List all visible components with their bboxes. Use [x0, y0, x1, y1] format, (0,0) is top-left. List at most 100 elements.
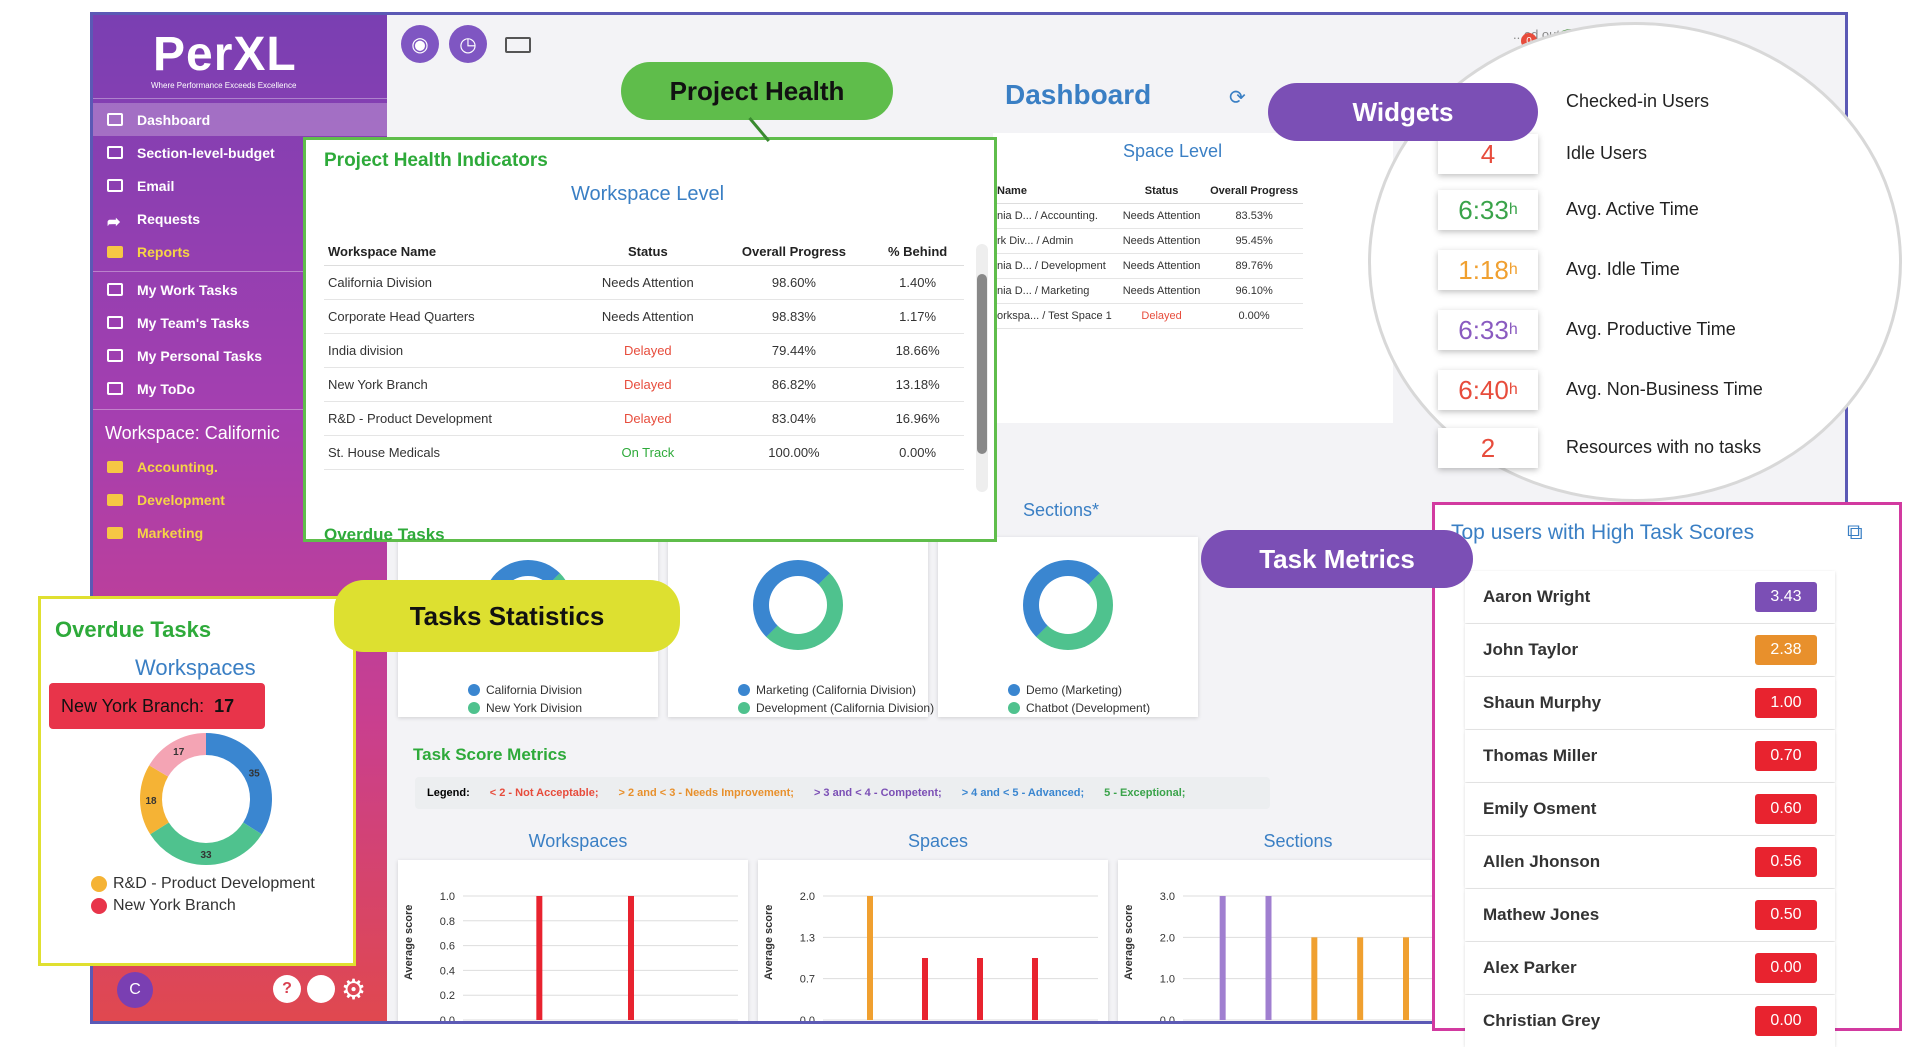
legend-item[interactable]: Chatbot (Development) — [1008, 701, 1150, 715]
y-axis-label: Average score — [403, 905, 415, 980]
bar[interactable] — [1219, 896, 1226, 1020]
table-cell: 98.83% — [716, 299, 872, 334]
help-icon[interactable]: ? — [273, 975, 301, 1003]
bar[interactable] — [922, 958, 928, 1020]
legend-item[interactable]: New York Branch — [91, 897, 315, 915]
sidebar-item-marketing[interactable]: Marketing — [93, 516, 387, 549]
eye-icon[interactable]: ◉ — [401, 25, 439, 63]
table-row[interactable]: India division Delayed 79.44% 18.66% — [324, 333, 964, 368]
user-row[interactable]: Mathew Jones 0.50 — [1465, 889, 1835, 941]
col-header: Overall Progress — [1205, 179, 1303, 204]
col-header: Workspace Name — [324, 238, 579, 266]
legend-item[interactable]: Demo (Marketing) — [1008, 683, 1150, 697]
pie-chart-icon[interactable] — [307, 975, 335, 1003]
legend-item[interactable]: Marketing (California Division) — [738, 683, 934, 697]
user-row[interactable]: Thomas Miller 0.70 — [1465, 730, 1835, 782]
widget-number: 1:18 — [1458, 254, 1509, 285]
tick-label: 1.3 — [800, 932, 815, 944]
donut-chart[interactable] — [1023, 560, 1113, 650]
table-row[interactable]: orkspa... / Test Space 1 Delayed 0.00% — [993, 303, 1303, 329]
space-level-panel: Space Level Name Status Overall Progress… — [993, 133, 1393, 423]
table-row[interactable]: nia D... / Marketing Needs Attention 96.10… — [993, 278, 1303, 304]
user-name: Christian Grey — [1483, 1011, 1601, 1030]
bar[interactable] — [628, 896, 634, 1020]
gear-icon[interactable]: ⚙ — [341, 974, 367, 1005]
sidebar-item-email[interactable]: Email — [93, 169, 387, 202]
bar[interactable] — [1357, 937, 1364, 1020]
bar[interactable] — [1265, 896, 1272, 1020]
scrollbar-thumb[interactable] — [977, 274, 987, 454]
folder-icon — [107, 526, 123, 539]
bar[interactable] — [1311, 937, 1318, 1020]
table-row[interactable]: California Division Needs Attention 98.60%… — [324, 265, 964, 300]
refresh-icon[interactable]: ⟳ — [1229, 87, 1246, 109]
table-row[interactable]: New York Branch Delayed 86.82% 13.18% — [324, 367, 964, 402]
app-logo[interactable]: PerXL — [153, 28, 297, 81]
callout-tasks-statistics: Tasks Statistics — [334, 580, 680, 652]
user-row[interactable]: Alex Parker 0.00 — [1465, 942, 1835, 994]
space-level-title: Space Level — [1123, 141, 1223, 161]
bar[interactable] — [977, 958, 983, 1020]
donut-segment[interactable] — [149, 733, 207, 778]
user-row[interactable]: John Taylor 2.38 — [1465, 624, 1835, 676]
legend-item[interactable]: Development (California Division) — [738, 701, 934, 715]
project-health-title: Project Health Indicators — [324, 150, 548, 171]
legend-item[interactable]: California Division — [468, 683, 582, 697]
project-health-subtitle: Workspace Level — [571, 183, 725, 205]
bar[interactable] — [1032, 958, 1038, 1020]
sidebar-item-my-team-tasks[interactable]: My Team's Tasks — [93, 306, 387, 339]
donut-segment[interactable] — [150, 822, 262, 865]
table-row[interactable]: nia D... / Accounting. Needs Attention 83.… — [993, 203, 1303, 229]
score-badge: 0.00 — [1755, 1006, 1817, 1036]
legend-item[interactable]: New York Division — [468, 701, 582, 715]
bar[interactable] — [1403, 937, 1409, 1020]
sidebar-item-accounting[interactable]: Accounting. — [93, 450, 387, 483]
sidebar-item-development[interactable]: Development — [93, 483, 387, 516]
table-row[interactable]: Corporate Head Quarters Needs Attention 98… — [324, 299, 964, 334]
legend-dot — [468, 702, 480, 714]
widget-value: 1:18 h — [1438, 250, 1538, 290]
user-row[interactable]: Christian Grey 0.00 — [1465, 995, 1835, 1047]
sidebar-item-my-todo[interactable]: My ToDo — [93, 372, 387, 405]
user-row[interactable]: Allen Jhonson 0.56 — [1465, 836, 1835, 888]
top-users-panel: Top users with High Task Scores ⧉ Aaron … — [1432, 502, 1902, 1047]
donut-segment[interactable] — [140, 765, 170, 835]
table-cell: 83.53% — [1205, 203, 1303, 229]
user-name: Emily Osment — [1483, 799, 1597, 818]
table-row[interactable]: R&D - Product Development Delayed 83.04% 16… — [324, 401, 964, 436]
table-row[interactable]: nia D... / Development Needs Attention 89.… — [993, 253, 1303, 279]
score-badge: 2.38 — [1755, 635, 1817, 665]
user-row[interactable]: Shaun Murphy 1.00 — [1465, 677, 1835, 729]
sidebar-item-reports[interactable]: Reports — [93, 235, 387, 268]
divider — [93, 98, 387, 99]
user-name: John Taylor — [1483, 640, 1579, 659]
donut-chart[interactable] — [753, 560, 843, 650]
user-name: Allen Jhonson — [1483, 852, 1601, 871]
sidebar-item-my-personal-tasks[interactable]: My Personal Tasks — [93, 339, 387, 372]
widget-number: 4 — [1480, 138, 1496, 169]
table-row[interactable]: St. House Medicals On Track 100.00% 0.00% — [324, 435, 964, 470]
bar[interactable] — [536, 896, 543, 1020]
sidebar-item-my-work-tasks[interactable]: My Work Tasks — [93, 273, 387, 306]
table-row[interactable]: rk Div... / Admin Needs Attention 95.45% — [993, 228, 1303, 254]
donut-segment[interactable] — [205, 733, 272, 835]
external-link-icon[interactable]: ⧉ — [1847, 519, 1863, 544]
screen-icon[interactable] — [505, 37, 531, 53]
user-initial-avatar[interactable]: C — [117, 972, 153, 1008]
widget-unit: h — [1508, 201, 1518, 218]
scrollbar[interactable] — [976, 244, 988, 492]
donut-legend: Marketing (California Division) Developme… — [738, 683, 934, 719]
score-legend-item: 5 - Exceptional; — [1104, 787, 1186, 799]
clock-icon[interactable]: ◷ — [449, 25, 487, 63]
widget-label: Resources with no tasks — [1566, 437, 1762, 457]
user-row[interactable]: Emily Osment 0.60 — [1465, 783, 1835, 835]
sidebar-item-dashboard[interactable]: Dashboard — [93, 103, 387, 136]
table-cell: Delayed — [1117, 303, 1206, 329]
tick-label: 0.2 — [440, 990, 455, 1002]
legend-item[interactable]: R&D - Product Development — [91, 875, 315, 893]
sidebar-item-section-budget[interactable]: Section-level-budget — [93, 136, 387, 169]
user-row[interactable]: Aaron Wright 3.43 — [1465, 571, 1835, 623]
widget-number: 6:33 — [1458, 194, 1509, 225]
bar[interactable] — [867, 896, 873, 1020]
sidebar-item-requests[interactable]: ➦ Requests — [107, 210, 201, 232]
